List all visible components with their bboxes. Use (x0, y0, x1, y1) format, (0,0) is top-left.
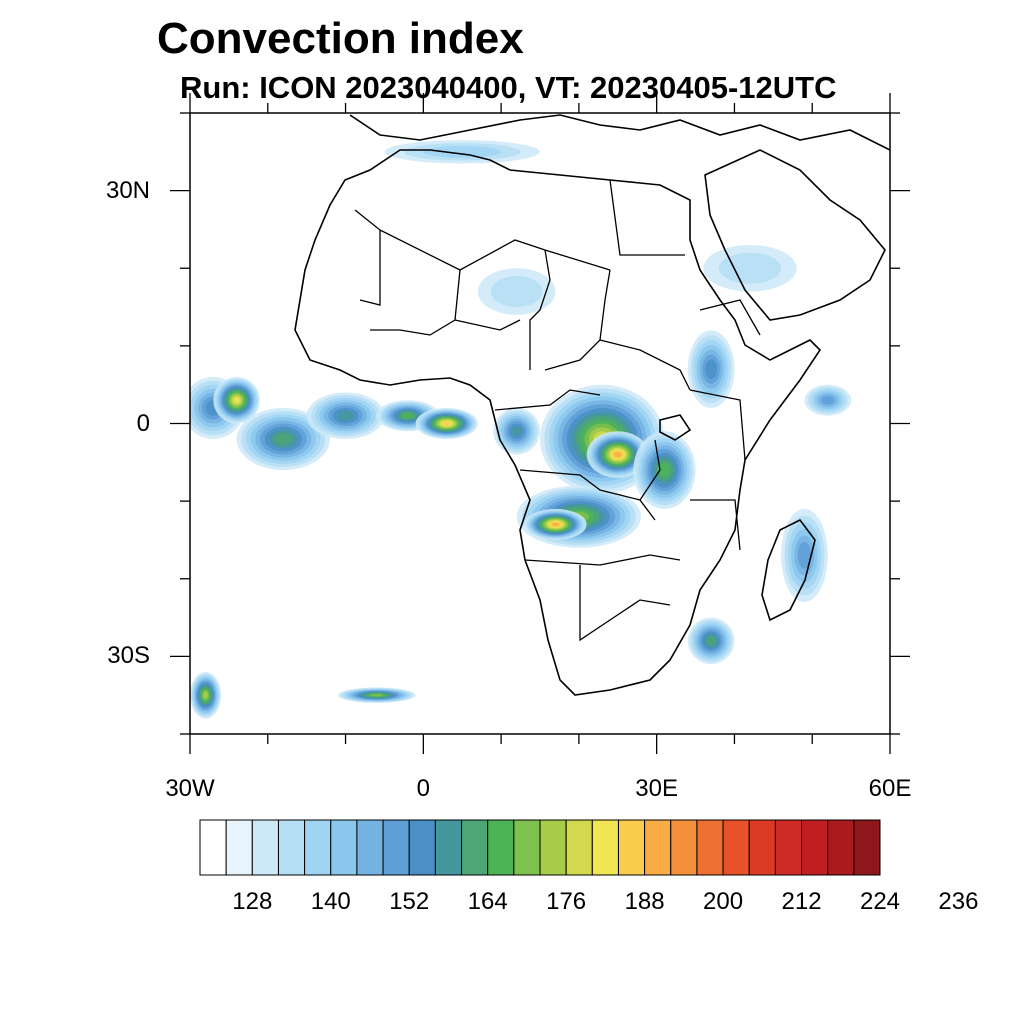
convection-cell (490, 276, 543, 308)
colorbar-swatch (801, 819, 829, 876)
border-line (454, 319, 521, 331)
colorbar-swatch (251, 819, 279, 876)
colorbar-swatch (565, 819, 593, 876)
colorbar-label: 164 (467, 888, 508, 915)
colorbar-swatch (644, 819, 672, 876)
border-line (379, 229, 611, 271)
colorbar-swatch (225, 819, 253, 876)
x-axis-label: 30W (165, 775, 215, 802)
convection-cell (402, 412, 414, 419)
europe-coastline (349, 114, 890, 151)
border-line (699, 299, 761, 336)
y-axis-label: 30S (107, 642, 150, 670)
x-axis-label: 0 (416, 775, 430, 802)
colorbar-label: 224 (859, 888, 901, 915)
colorbar-swatch (722, 819, 750, 876)
convection-cell (370, 693, 384, 697)
arabia-coastline (704, 149, 886, 321)
madagascar-coastline (761, 518, 816, 622)
colorbar-swatch (539, 819, 567, 876)
colorbar-swatch (853, 819, 881, 876)
colorbar (199, 819, 881, 876)
convection-cell (233, 397, 240, 404)
y-axis-label: 0 (136, 409, 150, 437)
border-line (354, 209, 381, 306)
border-line (529, 249, 551, 370)
colorbar-label: 176 (546, 888, 587, 915)
border-line (579, 565, 671, 642)
convection-cell (423, 145, 502, 158)
convection-cell (706, 636, 716, 646)
colorbar-swatch (330, 819, 358, 876)
convection-field (190, 140, 852, 719)
colorbar-swatch (434, 819, 463, 876)
axis-ticks (170, 93, 910, 754)
convection-cell (614, 451, 622, 458)
convection-cell (336, 410, 355, 421)
y-axis-label: 30N (105, 176, 150, 204)
map-subtitle: Run: ICON 2023040400, VT: 20230405-12UTC (180, 70, 837, 105)
colorbar-label: 140 (310, 888, 351, 915)
border-line (544, 269, 611, 371)
colorbar-swatch (487, 819, 515, 876)
colorbar-swatch (696, 819, 724, 876)
border-line (599, 339, 691, 391)
convection-cell (797, 542, 812, 569)
lake-victoria (659, 414, 692, 441)
convection-cell (705, 359, 717, 379)
colorbar-swatch (617, 819, 646, 876)
convection-cell (274, 432, 293, 446)
colorbar-swatch (513, 819, 541, 876)
colorbar-swatch (356, 819, 384, 876)
border-line (519, 469, 656, 521)
colorbar-swatch (748, 819, 776, 876)
map-title: Convection index (157, 14, 524, 63)
colorbar-swatch (670, 819, 698, 876)
colorbar-label: 236 (938, 888, 979, 915)
convection-cell (821, 395, 835, 405)
convection-cell (551, 522, 560, 527)
x-axis-label: 30E (635, 775, 678, 802)
convection-cell (203, 691, 208, 699)
colorbar-swatch (199, 819, 227, 876)
convection-cell (718, 252, 782, 284)
x-axis-label: 60E (868, 775, 912, 802)
colorbar-label: 188 (624, 888, 665, 915)
colorbar-swatch (408, 819, 436, 876)
border-line (370, 269, 461, 336)
border-line (689, 389, 746, 461)
colorbar-swatch (382, 819, 410, 876)
colorbar-swatch (774, 819, 803, 876)
colorbar-swatch (304, 819, 332, 876)
colorbar-label: 200 (703, 888, 744, 915)
border-line (639, 439, 661, 501)
coastlines (294, 114, 890, 696)
country-borders (354, 179, 761, 642)
colorbar-swatch (277, 819, 306, 876)
colorbar-label: 128 (232, 888, 273, 915)
colorbar-swatch (827, 819, 855, 876)
colorbar-swatch (591, 819, 619, 876)
convection-cell (511, 426, 522, 437)
border-line (494, 389, 601, 411)
convection-cell (658, 463, 671, 478)
colorbar-swatch (461, 819, 489, 876)
border-line (609, 179, 685, 256)
border-line (524, 554, 681, 566)
colorbar-label: 212 (781, 888, 822, 915)
africa-coastline (294, 149, 822, 696)
border-line (690, 499, 741, 551)
colorbar-label: 152 (389, 888, 430, 915)
convection-cell (442, 421, 451, 426)
